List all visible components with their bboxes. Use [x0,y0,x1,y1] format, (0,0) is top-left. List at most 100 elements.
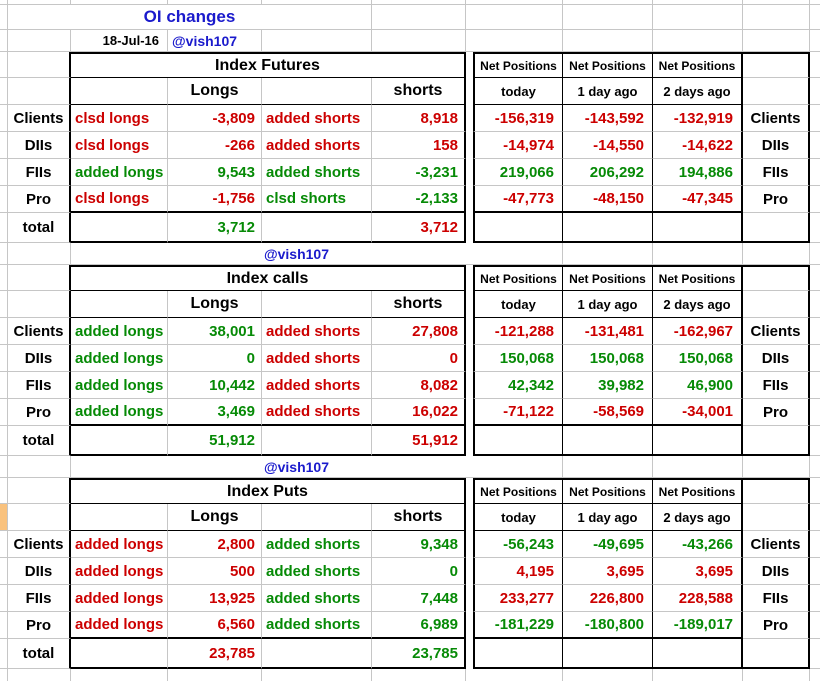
grid-cell [0,426,8,456]
net-2days: 228,588 [653,585,743,612]
grid-cell [466,78,473,105]
total-row: total 23,785 23,785 [0,639,820,669]
grid-cell [743,456,810,478]
row-clients: Clients added longs 2,800 added shorts 9… [0,531,820,558]
grid-cell [8,456,71,478]
grid-cell [372,669,466,681]
row-label: FIIs [8,372,71,399]
separator-row: @vish107 [0,456,820,478]
net-1day: -14,550 [563,132,653,159]
grid-cell [743,426,810,456]
grid-cell [743,265,810,291]
np-header-today: Net Positions [473,478,563,504]
np-subheader-2days: 2 days ago [653,291,743,318]
grid-cell [168,669,262,681]
grid-cell [71,213,168,243]
grid-cell [168,0,262,5]
net-1day: -48,150 [563,186,653,213]
grid-cell [810,372,820,399]
np-subheader-1day: 1 day ago [563,504,653,531]
long-value: -1,756 [168,186,262,213]
total-longs: 3,712 [168,213,262,243]
section-title: Index Futures [71,52,466,78]
net-today: -56,243 [473,531,563,558]
grid-cell [71,78,168,105]
grid-cell [262,30,372,52]
long-action: added longs [71,372,168,399]
grid-cell [0,213,8,243]
net-1day: 206,292 [563,159,653,186]
np-header-2days: Net Positions [653,265,743,291]
handle-link[interactable]: @vish107 [168,30,262,52]
np-subheader-today: today [473,291,563,318]
np-empty-cell [473,213,563,243]
highlight-cell [0,504,8,531]
row-label: FIIs [8,585,71,612]
grid-cell [563,243,653,265]
np-subheader-2days: 2 days ago [653,504,743,531]
handle-link[interactable]: @vish107 [71,243,466,265]
short-action: added shorts [262,531,372,558]
grid-cell [262,213,372,243]
net-today: 233,277 [473,585,563,612]
grid-cell [810,159,820,186]
right-row-label: Clients [743,318,810,345]
grid-cell [743,213,810,243]
grid-cell [0,531,8,558]
grid-cell [262,78,372,105]
grid-cell [466,585,473,612]
long-value: 13,925 [168,585,262,612]
grid-cell [0,558,8,585]
row-pro: Pro added longs 6,560 added shorts 6,989… [0,612,820,639]
net-2days: -43,266 [653,531,743,558]
total-longs: 23,785 [168,639,262,669]
row-label: DIIs [8,132,71,159]
short-action: clsd shorts [262,186,372,213]
np-header-1day: Net Positions [563,478,653,504]
grid-cell [810,105,820,132]
np-header-1day: Net Positions [563,52,653,78]
total-longs: 51,912 [168,426,262,456]
grid-cell [563,30,653,52]
np-subheader-today: today [473,78,563,105]
grid-cell [0,585,8,612]
grid-cell [466,105,473,132]
col-header-longs: Longs [168,504,262,531]
grid-cell [466,213,473,243]
section-title: Index Puts [71,478,466,504]
grid-cell [8,669,71,681]
row-label: Clients [8,531,71,558]
right-row-label: FIIs [743,159,810,186]
right-row-label: FIIs [743,372,810,399]
column-header-row: Longs shorts today 1 day ago 2 days ago [0,291,820,318]
grid-cell [466,399,473,426]
short-action: added shorts [262,345,372,372]
grid-cell [466,30,473,52]
net-1day: -58,569 [563,399,653,426]
short-value: 16,022 [372,399,466,426]
grid-cell [466,426,473,456]
net-today: -47,773 [473,186,563,213]
right-row-label: FIIs [743,585,810,612]
grid-cell [473,456,563,478]
grid-cell [466,612,473,639]
row-label: DIIs [8,345,71,372]
grid-cell [466,265,473,291]
grid-cell [810,669,820,681]
short-value: 8,918 [372,105,466,132]
grid-cell [653,669,743,681]
net-today: -156,319 [473,105,563,132]
np-subheader-1day: 1 day ago [563,78,653,105]
top-partial-row [0,0,820,5]
grid-cell [466,669,473,681]
grid-cell [563,5,653,30]
grid-cell [810,291,820,318]
long-value: 2,800 [168,531,262,558]
grid-cell [473,243,563,265]
handle-link[interactable]: @vish107 [71,456,466,478]
long-action: added longs [71,585,168,612]
net-2days: 194,886 [653,159,743,186]
np-subheader-2days: 2 days ago [653,78,743,105]
np-header-1day: Net Positions [563,265,653,291]
row-label: FIIs [8,159,71,186]
